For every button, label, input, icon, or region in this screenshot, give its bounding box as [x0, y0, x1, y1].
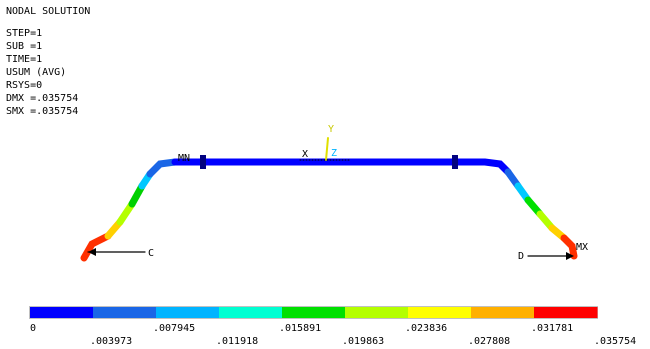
legend-label: .015891 [279, 323, 321, 334]
legend-label: .019863 [342, 336, 384, 347]
legend-label: .035754 [594, 336, 636, 347]
title: NODAL SOLUTION [6, 6, 90, 17]
legend-label: .023836 [405, 323, 447, 334]
point-c-label: C [148, 248, 154, 259]
point-d-label: D [518, 251, 524, 262]
legend-label: .011918 [216, 336, 258, 347]
header-line: SUB =1 [6, 41, 42, 52]
legend-swatch [30, 307, 94, 318]
legend-swatch [219, 307, 283, 318]
background [0, 0, 650, 349]
legend-label: .027808 [468, 336, 510, 347]
legend-swatch [408, 307, 472, 318]
header-line: STEP=1 [6, 28, 42, 39]
legend-label: .007945 [153, 323, 195, 334]
y-axis-label: Y [328, 124, 334, 135]
header-line: RSYS=0 [6, 80, 42, 91]
header-line: USUM (AVG) [6, 67, 66, 78]
legend-swatch [282, 307, 346, 318]
ansys-viewport: NODAL SOLUTION STEP=1 SUB =1 TIME=1 USUM (A… [0, 0, 650, 349]
max-label: MX [576, 242, 588, 253]
min-label: MN [178, 153, 190, 164]
z-axis-label: Z [331, 148, 337, 159]
legend-label: .031781 [531, 323, 573, 334]
legend-swatch [345, 307, 409, 318]
legend-swatch [534, 307, 598, 318]
header-line: SMX =.035754 [6, 106, 78, 117]
x-axis-label: X [302, 149, 308, 160]
header-line: TIME=1 [6, 54, 42, 65]
legend-label: 0 [30, 323, 36, 334]
legend-label: .003973 [90, 336, 132, 347]
header-line: DMX =.035754 [6, 93, 78, 104]
legend-swatch [93, 307, 157, 318]
legend-swatch [471, 307, 535, 318]
legend-swatch [156, 307, 220, 318]
